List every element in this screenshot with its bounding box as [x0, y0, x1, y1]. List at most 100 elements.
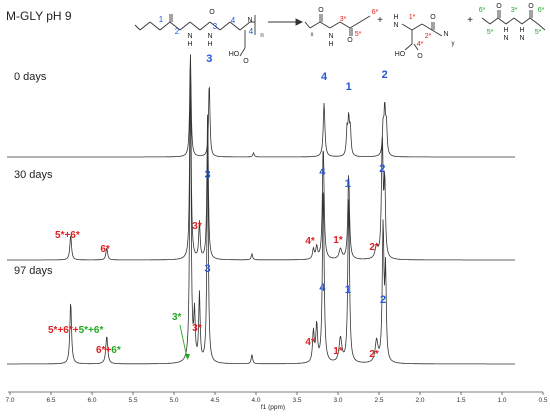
scheme-text: 1	[159, 15, 164, 24]
scheme-text: N	[328, 33, 333, 40]
peak-label-2star: 2*	[369, 242, 379, 253]
peak-label-3: 3	[206, 53, 212, 65]
peak-label-4: 4	[319, 282, 326, 294]
x-tick-label: 0.5	[538, 397, 547, 404]
scheme-text: 5*	[355, 31, 362, 38]
scheme-text: N	[519, 35, 524, 42]
scheme-text: HO	[395, 51, 406, 58]
scheme-bond	[169, 21, 181, 31]
scheme-bond	[404, 43, 413, 51]
scheme-bond	[134, 24, 141, 31]
series-label-97-days: 97 days	[14, 265, 53, 277]
peak-labels: 3 4 1 2 5*+6* 6* 3* 3 4* 4 1* 1 2* 2 3 3* 4* 4 1* 1 2* 2	[55, 53, 388, 360]
scheme-bond	[309, 21, 321, 29]
scheme-bond	[149, 21, 161, 31]
peak-label-3star: 3*	[192, 323, 202, 334]
peak-label-1: 1	[345, 178, 351, 190]
peak-label-5starplus6star: 5*+6*	[55, 230, 80, 241]
scheme-text: 1*	[409, 14, 416, 21]
scheme-bond	[219, 21, 231, 31]
label-combo-97: 5*+6*+5*+6*	[48, 325, 103, 336]
x-tick-label: 1.0	[497, 397, 506, 404]
peak-label-4star: 4*	[305, 236, 315, 247]
scheme-text: O	[318, 7, 324, 14]
chart-title: M-GLY pH 9	[6, 9, 72, 23]
x-tick-label: 6.0	[87, 397, 96, 404]
peak-label-2: 2	[379, 163, 385, 175]
scheme-bond	[209, 21, 221, 31]
trace-30-days	[7, 57, 515, 261]
scheme-bond	[229, 21, 241, 31]
scheme-text: H	[503, 27, 508, 34]
scheme-bond	[339, 21, 351, 29]
scheme-text: +	[377, 15, 383, 26]
peak-label-2: 2	[380, 294, 386, 306]
x-tick-label: 7.0	[5, 397, 14, 404]
scheme-text: O	[430, 14, 436, 21]
scheme-text: 3*	[340, 16, 347, 23]
scheme-text: O	[417, 53, 423, 60]
x-tick-label: 3.5	[292, 397, 301, 404]
scheme-text: 6*	[372, 9, 379, 16]
scheme-bond	[199, 21, 211, 31]
x-tick-label: 2.5	[374, 397, 383, 404]
scheme-text: 2*	[425, 33, 432, 40]
scheme-text: N	[393, 22, 398, 29]
scheme-text: O	[243, 58, 249, 65]
scheme-text: O	[209, 9, 215, 16]
peak-label-3: 3	[205, 169, 211, 181]
scheme-bond	[159, 21, 171, 31]
scheme-text: O	[528, 3, 534, 10]
scheme-text: N	[207, 33, 212, 40]
scheme-text: O	[496, 3, 502, 10]
x-tick-label: 2.0	[415, 397, 424, 404]
label-six-97: 6*+6*	[96, 345, 121, 356]
scheme-text: 6*	[479, 7, 486, 14]
scheme-bond	[421, 23, 433, 31]
x-tick-label: 5.5	[128, 397, 137, 404]
peak-label-6star: 6*	[100, 244, 110, 255]
scheme-bond	[537, 23, 546, 31]
scheme-text: N	[187, 33, 192, 40]
x-tick-label: 4.0	[251, 397, 260, 404]
scheme-bond	[529, 17, 539, 25]
x-axis-label: f1 (ppm)	[261, 404, 285, 411]
scheme-text: N	[503, 35, 508, 42]
arrow-three-green	[179, 324, 188, 359]
peak-label-1star: 1*	[333, 235, 343, 246]
peak-label-1: 1	[345, 284, 351, 296]
scheme-bond	[179, 21, 191, 31]
trace-97-days	[7, 55, 515, 365]
scheme-bond	[513, 17, 523, 25]
scheme-text: 3*	[511, 7, 518, 14]
spectra-traces	[7, 54, 515, 365]
scheme-text: 4*	[417, 41, 424, 48]
scheme-bond	[359, 15, 371, 23]
scheme-bond	[239, 21, 251, 31]
scheme-bond	[497, 17, 507, 25]
scheme-bond	[505, 17, 515, 25]
scheme-bond	[329, 21, 341, 29]
scheme-bond	[411, 23, 423, 31]
x-tick-label: 6.5	[46, 397, 55, 404]
peak-label-2: 2	[382, 69, 388, 81]
scheme-text: N	[247, 17, 252, 24]
scheme-bond	[401, 23, 413, 31]
scheme-text: x	[311, 32, 314, 38]
x-tick-label: 5.0	[169, 397, 178, 404]
series-label-0-days: 0 days	[14, 71, 47, 83]
x-tick-label: 1.5	[456, 397, 465, 404]
scheme-text: HO	[229, 51, 240, 58]
scheme-bond	[304, 21, 311, 29]
scheme-arrow-head	[295, 18, 304, 26]
scheme-bond	[481, 17, 491, 25]
scheme-text: +	[467, 15, 473, 26]
scheme-text: y	[452, 41, 455, 47]
scheme-bond	[349, 21, 361, 29]
scheme-text: H	[393, 14, 398, 21]
x-tick-label: 4.5	[210, 397, 219, 404]
label-three-green-97: 3*	[172, 312, 182, 323]
peak-label-4: 4	[321, 71, 328, 83]
peak-label-3: 3	[205, 263, 211, 275]
